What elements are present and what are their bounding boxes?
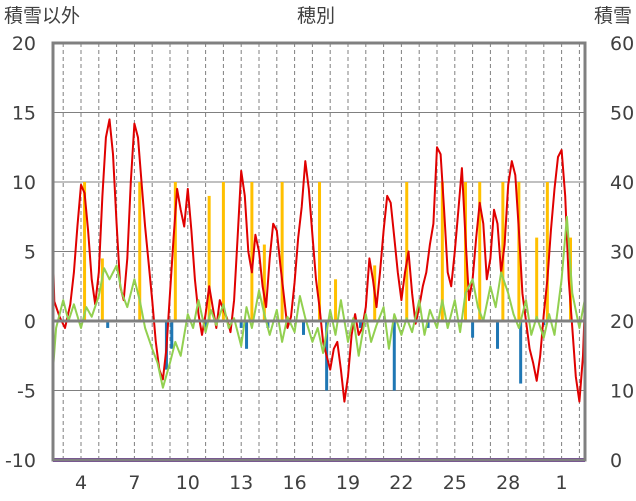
left-axis-ticks: -10 -5 0 5 10 15 20 bbox=[5, 33, 36, 472]
x-tick-label: 13 bbox=[229, 472, 253, 494]
bar bbox=[358, 321, 362, 328]
left-tick-label: 10 bbox=[12, 172, 36, 194]
bar bbox=[262, 244, 266, 321]
bar bbox=[545, 182, 549, 321]
bar bbox=[440, 182, 444, 321]
bar bbox=[207, 195, 211, 321]
plot-frame bbox=[51, 41, 587, 462]
left-tick-label: 5 bbox=[24, 242, 36, 264]
bar bbox=[535, 237, 539, 321]
left-axis-label: 積雪以外 bbox=[4, 5, 80, 27]
bar bbox=[318, 182, 322, 321]
bar bbox=[221, 182, 225, 321]
chart-title: 穂別 bbox=[297, 5, 335, 27]
right-tick-label: 30 bbox=[610, 242, 634, 264]
bar bbox=[239, 321, 243, 328]
bar bbox=[519, 321, 523, 384]
x-tick-label: 25 bbox=[443, 472, 467, 494]
bar bbox=[100, 258, 104, 321]
x-tick-label: 19 bbox=[336, 472, 360, 494]
x-axis-ticks: 4 7 10 13 16 19 22 25 28 1 bbox=[75, 472, 568, 494]
x-tick-label: 4 bbox=[75, 472, 87, 494]
bar bbox=[392, 321, 396, 391]
bar bbox=[280, 182, 284, 321]
series-line-min_temp bbox=[52, 215, 586, 389]
bar bbox=[471, 321, 475, 338]
bar bbox=[250, 182, 254, 321]
x-tick-label: 28 bbox=[496, 472, 520, 494]
right-tick-label: 50 bbox=[610, 103, 634, 125]
left-tick-label: 0 bbox=[24, 311, 36, 333]
bar bbox=[170, 321, 174, 349]
bar bbox=[138, 182, 142, 321]
x-tick-label: 1 bbox=[556, 472, 568, 494]
right-tick-label: 60 bbox=[610, 33, 634, 55]
right-tick-label: 20 bbox=[610, 311, 634, 333]
bar bbox=[496, 321, 500, 349]
left-tick-label: 20 bbox=[12, 33, 36, 55]
bar bbox=[173, 182, 177, 321]
right-tick-label: 0 bbox=[610, 450, 622, 472]
left-tick-label: -10 bbox=[5, 450, 36, 472]
left-tick-label: -5 bbox=[17, 381, 36, 403]
right-tick-label: 10 bbox=[610, 381, 634, 403]
bar bbox=[517, 182, 521, 321]
x-tick-label: 7 bbox=[128, 472, 140, 494]
right-axis-label: 積雪 bbox=[594, 5, 632, 27]
bar bbox=[405, 182, 409, 321]
x-tick-label: 22 bbox=[389, 472, 413, 494]
bar bbox=[245, 321, 249, 349]
right-axis-ticks: 0 10 20 30 40 50 60 bbox=[610, 33, 634, 472]
bar bbox=[302, 321, 305, 335]
x-tick-label: 16 bbox=[283, 472, 307, 494]
bar bbox=[426, 321, 430, 328]
bar bbox=[83, 182, 87, 321]
right-tick-label: 40 bbox=[610, 172, 634, 194]
bar bbox=[106, 321, 110, 328]
series-line-max_temp bbox=[52, 118, 586, 403]
bar bbox=[478, 182, 482, 321]
bar bbox=[204, 321, 208, 328]
x-tick-label: 10 bbox=[176, 472, 200, 494]
left-tick-label: 15 bbox=[12, 103, 36, 125]
bar bbox=[334, 279, 338, 321]
